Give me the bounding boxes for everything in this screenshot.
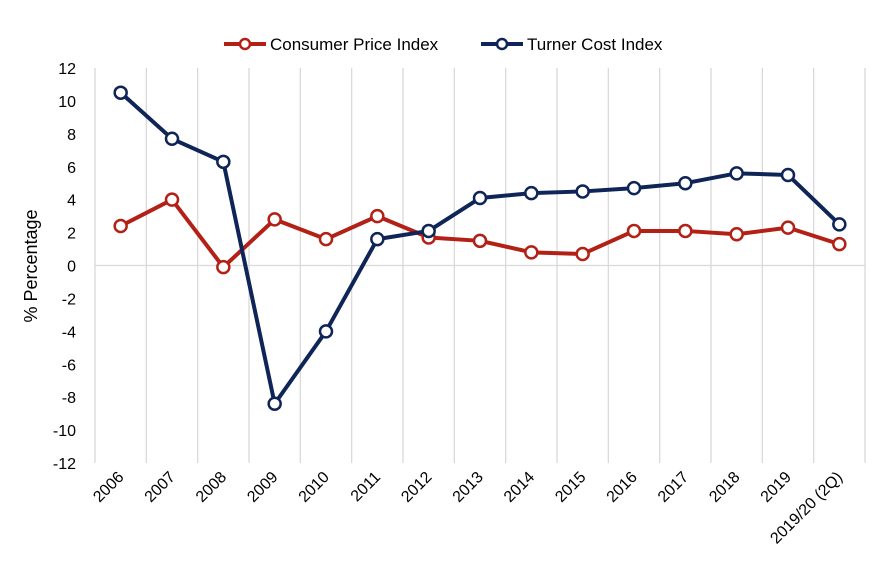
- data-point: [626, 180, 642, 196]
- data-point: [216, 259, 231, 275]
- data-point: [164, 131, 180, 147]
- x-tick-label: 2019: [758, 469, 795, 506]
- series-lines: [113, 85, 847, 411]
- data-point: [729, 166, 744, 181]
- y-tick-label: -12: [53, 456, 76, 473]
- x-tick-label: 2018: [706, 469, 743, 506]
- data-point: [524, 185, 539, 201]
- y-tick-label: 4: [67, 193, 76, 210]
- y-tick-label: 6: [67, 160, 76, 177]
- data-point: [678, 223, 693, 239]
- y-tick-label: 0: [67, 259, 76, 276]
- y-tick-label: 10: [58, 94, 76, 111]
- y-tick-label: 2: [67, 226, 76, 243]
- data-point: [780, 167, 796, 183]
- y-axis-ticks: 12 10 8 6 4 2 0 -2 -4 -6 -8 -10 -12: [53, 61, 76, 473]
- y-tick-label: -8: [62, 390, 76, 407]
- x-axis-ticks: 2006 2007 2008 2009 2010 2011 2012 2013 2014 2015…: [90, 469, 846, 548]
- data-point: [370, 208, 385, 224]
- data-point: [832, 217, 847, 232]
- series-line: [119, 91, 841, 406]
- data-point: [370, 231, 385, 247]
- legend-label: Turner Cost Index: [527, 35, 663, 54]
- x-tick-label: 2008: [193, 469, 230, 506]
- data-point: [472, 233, 488, 249]
- data-point: [113, 85, 128, 100]
- x-tick-label: 2017: [655, 469, 692, 506]
- x-tick-label: 2009: [244, 469, 281, 506]
- x-tick-label: 2006: [90, 469, 127, 506]
- x-tick-label: 2007: [142, 469, 179, 506]
- data-point: [678, 175, 693, 191]
- y-tick-label: -6: [62, 357, 76, 374]
- series-turner-cost-index: [113, 85, 847, 411]
- data-point: [164, 192, 180, 207]
- x-tick-label: 2016: [604, 469, 641, 506]
- data-point: [267, 396, 282, 411]
- data-point: [626, 223, 642, 239]
- data-point: [780, 220, 796, 235]
- y-tick-label: -2: [62, 291, 76, 308]
- x-tick-label: 2014: [501, 469, 538, 506]
- y-tick-label: 8: [67, 127, 76, 144]
- data-point: [318, 231, 334, 247]
- legend-label: Consumer Price Index: [270, 35, 439, 54]
- x-tick-label: 2013: [450, 469, 487, 506]
- data-point: [832, 236, 847, 252]
- data-point: [575, 184, 590, 199]
- data-point: [267, 212, 282, 227]
- y-tick-label: 12: [58, 61, 76, 78]
- data-point: [216, 154, 231, 170]
- legend-item: Consumer Price Index: [224, 35, 439, 54]
- data-point: [575, 246, 590, 262]
- x-tick-label: 2010: [296, 469, 333, 506]
- y-axis-label: % Percentage: [21, 209, 41, 322]
- data-point: [472, 190, 488, 206]
- x-tick-label: 2011: [348, 469, 384, 505]
- x-tick-label: 2015: [552, 469, 589, 506]
- data-point: [729, 226, 744, 242]
- data-point: [113, 218, 128, 234]
- data-point: [524, 245, 539, 260]
- series-consumer-price-index: [113, 192, 847, 275]
- y-tick-label: -4: [62, 324, 76, 341]
- legend-item: Turner Cost Index: [481, 35, 663, 54]
- data-point: [318, 324, 334, 339]
- data-point: [421, 223, 436, 239]
- legend: Consumer Price Index Turner Cost Index: [224, 35, 663, 54]
- x-tick-label: 2012: [398, 469, 435, 506]
- y-tick-label: -10: [53, 423, 76, 440]
- legend-swatch-marker: [495, 37, 509, 51]
- legend-swatch-marker: [238, 37, 252, 51]
